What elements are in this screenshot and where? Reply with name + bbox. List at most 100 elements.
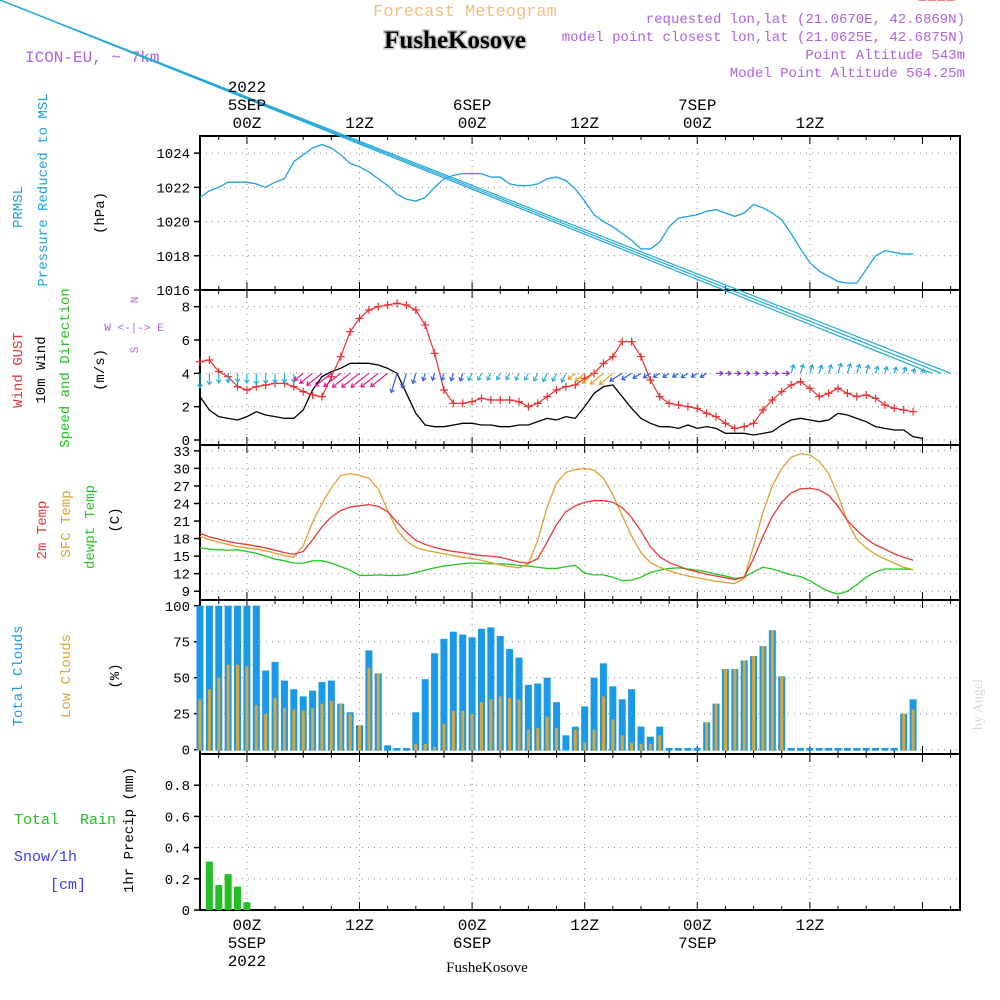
low-cloud-bar [376,673,380,751]
total-cloud-bar [384,745,392,751]
low-cloud-bar [526,729,530,751]
low-cloud-bar [648,743,652,751]
wind-arrow-head [449,376,455,382]
low-cloud-bar [770,630,774,751]
wind-arrow-head [281,378,288,384]
wind-arrow-head [560,377,566,383]
wind-arrow-head [567,375,573,380]
y-tick-label: 0.6 [165,810,190,826]
low-cloud-bar [752,656,756,751]
wind-arrow [467,373,473,381]
closest-lonlat: model point closest lon,lat (21.0625E, 4… [562,30,965,46]
wind-arrow-head [581,379,587,384]
y-tick-label: 1024 [156,147,190,163]
wind-arrow-head [331,383,337,388]
low-cloud-bar [479,702,483,751]
bottom-time-label: 00Z [233,917,262,935]
wind-arrow-head [671,373,677,378]
wind-arrow [590,372,604,385]
wind-arrow-head [197,384,203,389]
dewpt-label: dewpt Temp [83,485,99,569]
wind-panel: 0 2 4 6 8 [182,289,961,450]
chart-title: Forecast Meteogram [373,3,557,22]
top-time-label: 12Z [345,115,374,133]
compass-south: S [130,346,142,353]
low-cloud-bar [536,728,540,751]
wind-arrow-head [486,376,492,382]
total-cloud-bar [262,670,270,751]
low-cloud-bar [292,709,296,751]
total-cloud-bar [496,635,504,751]
wind-arrow-head [299,379,305,384]
y-tick-label: 30 [173,462,190,478]
wind-arrow-head [920,368,926,374]
low-cloud-bar [573,729,577,751]
wind-arrow [314,372,332,387]
wind-arrow-head [632,374,638,380]
wind-arrow-head [598,380,604,385]
wind-arrow-head [892,366,899,372]
y-tick-label: 6 [182,334,190,350]
rain-bar [205,861,213,910]
total-cloud-bar [684,747,692,751]
low-cloud-bar [301,710,305,751]
y-tick-label: 0 [182,434,190,450]
wind-arrow-head [234,378,241,384]
temp-unit: (C) [108,507,124,532]
wind-arrow [799,364,804,374]
wind-arrow-head [883,365,889,371]
wind-arrow [412,373,417,384]
total-cloud-bar [553,702,561,751]
low-cloud-bar [911,709,915,751]
prmsl-label-long: Pressure Reduced to MSL [36,93,52,286]
low-cloud-bar [236,664,240,751]
total-cloud-bar [843,747,851,751]
low-cloud-bar [555,728,559,751]
low-cloud-bar [264,713,268,751]
prmsl-unit: (hPa) [93,192,109,234]
wind-arrow-head [774,370,780,377]
wind-arrow-head [620,375,626,381]
wind-arrow-head [727,370,733,377]
y-tick-label: 0 [182,744,190,760]
wind-arrow-head [514,376,520,382]
total-cloud-label: Total Clouds [11,626,27,727]
y-tick-label: 27 [173,480,190,496]
wind-arrow [533,373,539,382]
wind-arrow [306,372,323,386]
low-cloud-bar [517,699,521,751]
tsfc-label: SFC Temp [59,490,75,557]
total-cloud-bar [205,605,213,751]
wind-arrow-head [341,383,346,388]
total-cloud-bar [881,747,889,751]
wind-arrow [856,364,861,374]
wind-arrow-head [439,376,446,382]
wind-arrow-head [910,367,917,373]
wind-arrow-head [551,377,557,383]
top-time-label: 12Z [795,115,824,133]
wind-arrow [332,372,351,388]
wind-arrow [323,372,342,387]
wind-arrow-head [690,373,696,378]
wind-arrow [632,372,642,379]
precip-frame [199,753,961,911]
total-cloud-bar [796,747,804,751]
wind-arrow-head [874,365,880,371]
wind-arrow-head [662,373,668,379]
wind-arrow-head [764,370,770,377]
wind-arrow [496,373,501,381]
precip-panel: 0 0.2 0.4 0.6 0.8 [165,753,961,920]
wind-arrow-head [505,375,511,381]
y-tick-label: 9 [182,585,190,601]
total-cloud-bar [815,747,823,751]
low-cloud-bar [367,667,371,751]
total-cloud-bar [825,747,833,751]
low-cloud-bar [358,725,362,751]
wind-arrow [893,367,897,374]
wind-arrow [672,372,679,378]
wind-arrow-head [272,379,278,384]
low-cloud-bar [498,696,502,751]
point-altitude: Point Altitude 543m [805,48,965,64]
wind-arrow [299,372,313,384]
